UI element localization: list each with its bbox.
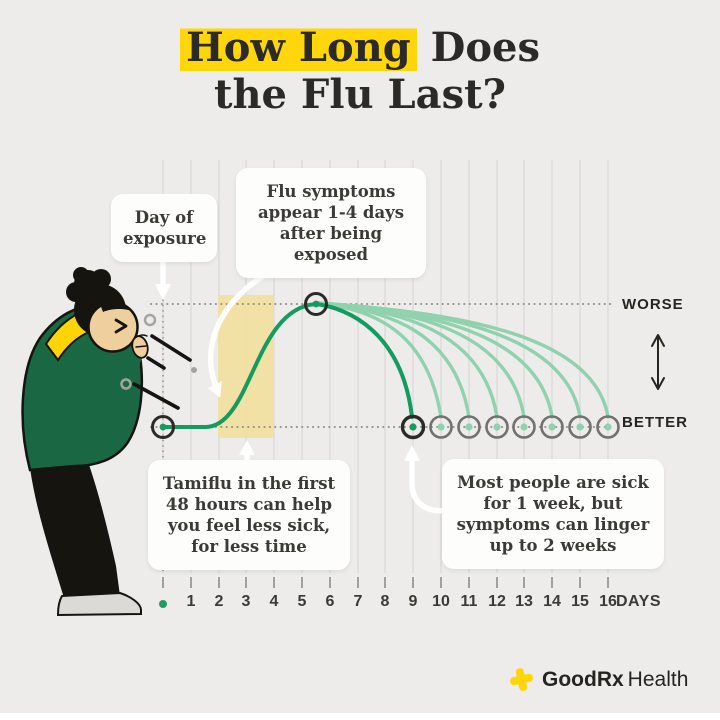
worse-label: WORSE [622, 296, 684, 313]
fingers [133, 334, 148, 348]
exposure-axis-dot [159, 600, 167, 608]
severity-scale-arrow [651, 334, 665, 390]
goodrx-health-logo: GoodRx Health [508, 666, 688, 693]
day9-recovery-marker [400, 414, 426, 440]
axis-label-day-6: 6 [325, 593, 335, 610]
better-label: BETTER [622, 414, 688, 431]
page-title: How Long Does the Flu Last? [0, 24, 720, 118]
axis-label-day-9: 9 [408, 593, 418, 610]
callout-tamiflu: Tamiflu in the first 48 hours can help y… [148, 460, 350, 571]
axis-label-day-16: 16 [599, 593, 617, 610]
typical-course-curve [161, 302, 414, 429]
axis-label-day-2: 2 [214, 593, 224, 610]
exposure-marker [151, 415, 175, 439]
axis-label-day-12: 12 [488, 593, 506, 610]
arm [84, 344, 144, 408]
axis-unit-label: DAYS [616, 593, 661, 610]
lingering-recovery-curves [316, 301, 610, 419]
axis-ticks [162, 577, 609, 588]
axis-label-day-5: 5 [297, 593, 307, 610]
callout-duration: Most people are sick for 1 week, but sym… [442, 459, 664, 570]
axis-label-day-13: 13 [515, 593, 533, 610]
shoe [56, 591, 142, 617]
axis-label-day-14: 14 [543, 593, 561, 610]
axis-label-day-10: 10 [432, 593, 450, 610]
sneeze-lines [132, 334, 192, 410]
closed-eye [114, 318, 128, 334]
callout-flu-symptoms: Flu symptoms appear 1-4 days after being… [236, 168, 426, 279]
sneeze-droplets [120, 313, 197, 390]
callout-day-of-exposure: Day of exposure [111, 194, 217, 263]
annotation-arrowheads [155, 284, 420, 461]
axis-label-day-7: 7 [353, 593, 363, 610]
sick-person-illustration [21, 267, 197, 617]
duration-arrow [409, 456, 451, 514]
title-line-2: the Flu Last? [213, 71, 506, 119]
brand-text: GoodRx Health [542, 667, 689, 691]
axis-label-day-11: 11 [460, 593, 478, 610]
pants [30, 462, 120, 598]
peak-marker [304, 292, 328, 316]
title-highlight: How Long [180, 24, 417, 71]
axis-label-day-8: 8 [380, 593, 390, 610]
title-line-1: How Long Does [0, 24, 720, 71]
axis-label-day-1: 1 [186, 593, 196, 610]
bottom-white-strip [0, 713, 720, 720]
goodrx-cross-icon [510, 668, 533, 691]
axis-label-day-3: 3 [241, 593, 251, 610]
lingering-recovery-markers [429, 415, 620, 439]
axis-label-day-4: 4 [269, 593, 279, 610]
marker-circles [151, 292, 620, 440]
axis-label-day-15: 15 [571, 593, 589, 610]
